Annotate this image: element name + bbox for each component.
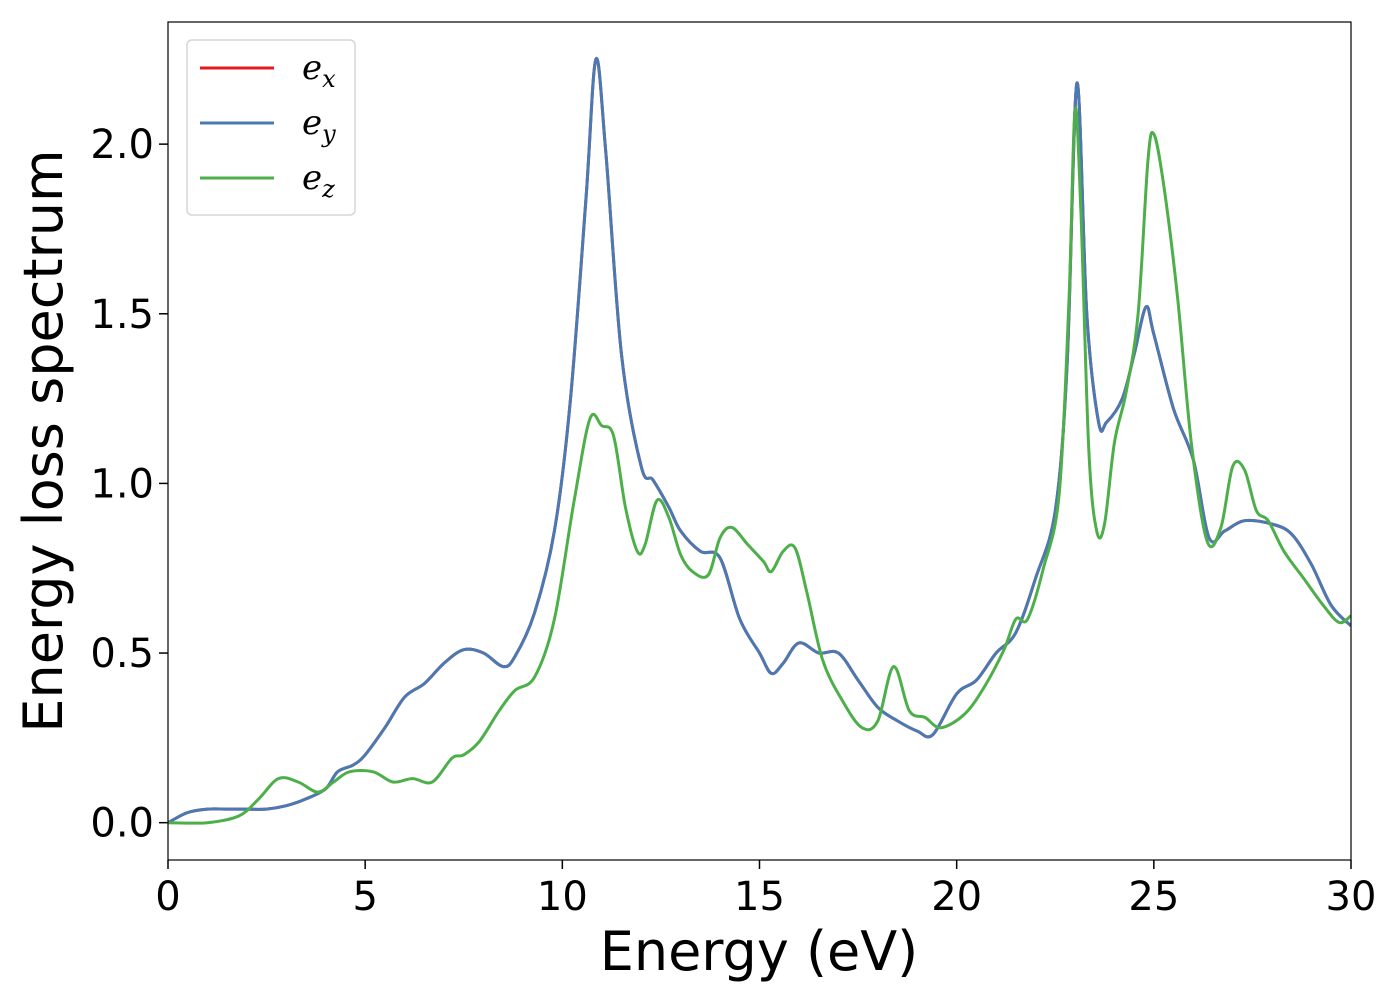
x-tick-label: 0 — [155, 874, 180, 920]
y-tick-label: 0.5 — [90, 631, 154, 677]
series-lines — [168, 57, 1351, 825]
legend-label-y: ey — [302, 103, 336, 148]
x-tick-label: 5 — [352, 874, 377, 920]
x-axis-title: Energy (eV) — [600, 920, 919, 983]
legend-label-x: ex — [302, 48, 336, 93]
y-tick-label: 2.0 — [90, 122, 154, 168]
series-layer — [168, 57, 1351, 825]
x-tick-label: 20 — [931, 874, 982, 920]
x-tick-label: 30 — [1326, 874, 1377, 920]
y-axis-title: Energy loss spectrum — [12, 149, 75, 732]
y-tick-label: 1.5 — [90, 292, 154, 338]
legend: ex ey ez — [186, 39, 356, 216]
y-axis: 0.0 0.5 1.0 1.5 2.0 — [90, 122, 168, 847]
x-tick-label: 10 — [537, 874, 588, 920]
series-line-z — [168, 106, 1351, 825]
y-tick-label: 1.0 — [90, 461, 154, 507]
y-tick-label: 0.0 — [90, 801, 154, 847]
legend-label-z: ez — [302, 158, 335, 203]
legend-box — [186, 39, 356, 216]
x-tick-label: 15 — [734, 874, 785, 920]
x-axis: 0 5 10 15 20 25 30 — [155, 860, 1376, 920]
x-tick-label: 25 — [1128, 874, 1179, 920]
